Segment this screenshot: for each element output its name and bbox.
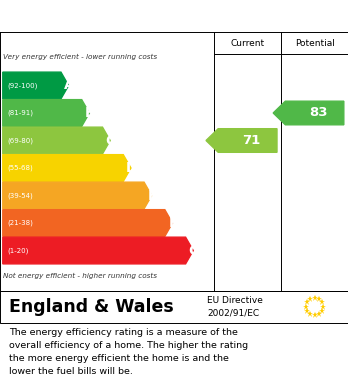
Text: 71: 71 (242, 134, 260, 147)
Text: 83: 83 (309, 106, 327, 120)
Text: The energy efficiency rating is a measure of the
overall efficiency of a home. T: The energy efficiency rating is a measur… (9, 328, 248, 376)
Polygon shape (3, 210, 173, 237)
Text: E: E (148, 188, 157, 203)
Text: Not energy efficient - higher running costs: Not energy efficient - higher running co… (3, 273, 157, 279)
Polygon shape (273, 101, 344, 125)
Polygon shape (3, 155, 131, 181)
Text: Current: Current (230, 39, 265, 48)
Text: C: C (106, 133, 116, 147)
Polygon shape (3, 182, 152, 209)
Text: (55-68): (55-68) (7, 165, 33, 171)
Text: Potential: Potential (295, 39, 334, 48)
Text: England & Wales: England & Wales (9, 298, 173, 316)
Text: (92-100): (92-100) (7, 82, 37, 89)
Text: EU Directive
2002/91/EC: EU Directive 2002/91/EC (207, 296, 263, 317)
Text: Very energy efficient - lower running costs: Very energy efficient - lower running co… (3, 54, 157, 60)
Polygon shape (206, 129, 277, 152)
Text: B: B (85, 106, 95, 120)
Text: (1-20): (1-20) (7, 247, 28, 254)
Polygon shape (3, 127, 110, 154)
Text: D: D (126, 161, 137, 175)
Text: (81-91): (81-91) (7, 110, 33, 116)
Text: G: G (188, 244, 200, 258)
Text: Energy Efficiency Rating: Energy Efficiency Rating (9, 9, 230, 23)
Polygon shape (3, 72, 69, 99)
Polygon shape (3, 237, 193, 264)
Text: F: F (168, 216, 178, 230)
Text: A: A (64, 79, 75, 93)
Text: (21-38): (21-38) (7, 220, 33, 226)
Text: (69-80): (69-80) (7, 137, 33, 144)
Text: (39-54): (39-54) (7, 192, 33, 199)
Polygon shape (3, 100, 89, 126)
